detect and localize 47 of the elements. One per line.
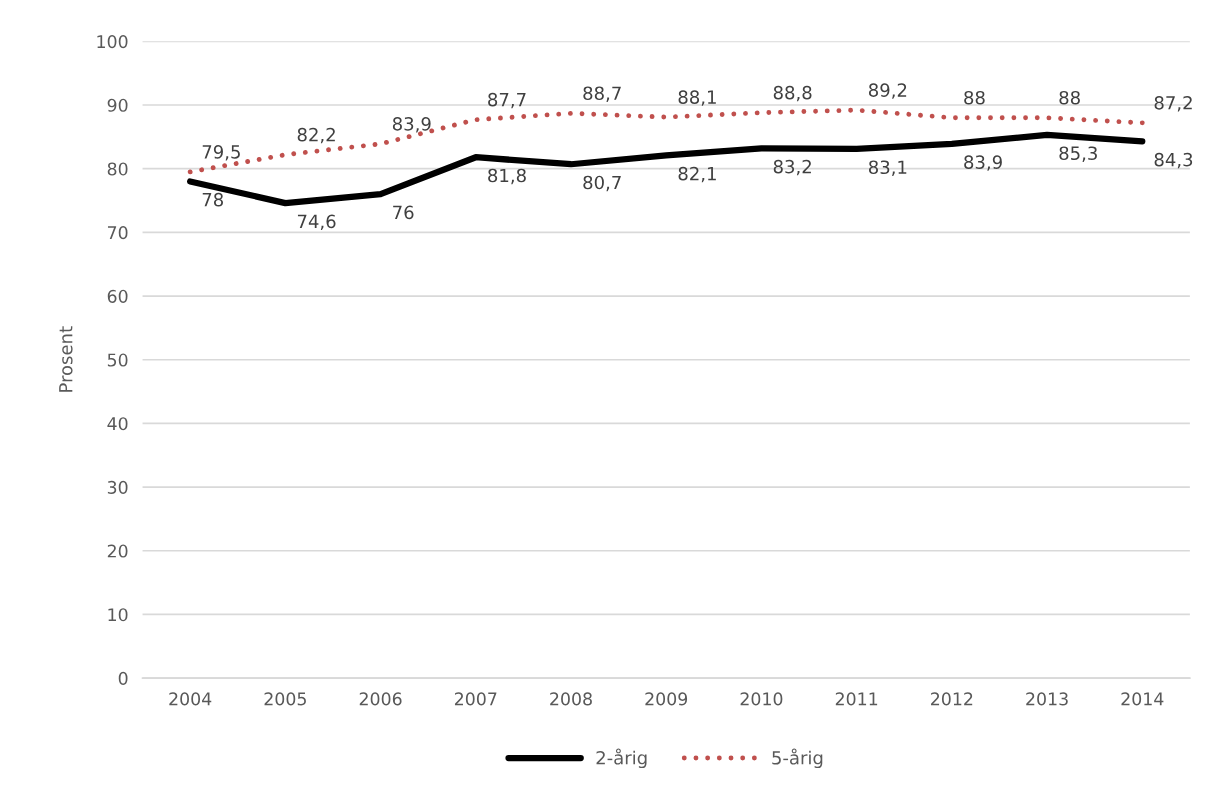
- x-tick-label: 2005: [264, 692, 306, 706]
- y-axis-title: Prosent: [59, 326, 73, 392]
- y-tick-label: 80: [107, 162, 128, 176]
- x-tick-label: 2014: [1121, 692, 1164, 706]
- y-tick-label: 40: [107, 417, 128, 431]
- x-tick-label: 2004: [169, 692, 212, 706]
- legend-label: 2-årig: [596, 748, 647, 769]
- y-tick-label: 90: [107, 98, 128, 112]
- data-label: 83,9: [964, 155, 1002, 171]
- data-label: 82,2: [297, 127, 335, 144]
- x-tick-label: 2010: [740, 692, 783, 706]
- data-label: 83,9: [392, 116, 431, 133]
- data-label: 76: [393, 205, 414, 220]
- y-tick-label: 20: [107, 544, 128, 558]
- data-label: 84,3: [1154, 152, 1193, 169]
- y-tick-label: 60: [107, 289, 128, 303]
- data-label: 88,1: [678, 90, 716, 106]
- data-label: 83,2: [773, 159, 811, 176]
- data-label: 88: [1059, 90, 1080, 105]
- data-label: 87,7: [488, 92, 526, 109]
- x-tick-label: 2013: [1026, 692, 1068, 706]
- data-label: 74,6: [297, 214, 336, 231]
- y-tick-label: 100: [97, 35, 128, 49]
- data-label: 83,1: [868, 160, 907, 176]
- legend-label: 5-årig: [772, 748, 823, 769]
- x-tick-label: 2011: [835, 692, 878, 706]
- y-tick-label: 50: [107, 353, 128, 367]
- data-label: 88,7: [583, 86, 621, 102]
- x-tick-label: 2009: [645, 692, 688, 706]
- data-label: 81,8: [488, 168, 526, 185]
- y-tick-label: 10: [108, 608, 128, 622]
- data-label: 88: [964, 90, 985, 105]
- y-tick-label: 0: [118, 671, 128, 685]
- x-tick-label: 2008: [550, 692, 592, 706]
- data-label: 89,2: [868, 83, 907, 99]
- x-tick-label: 2012: [931, 692, 973, 706]
- x-tick-label: 2007: [454, 692, 497, 706]
- data-label: 80,7: [583, 175, 621, 192]
- y-tick-label: 30: [107, 480, 128, 494]
- data-label: 82,1: [678, 166, 716, 183]
- data-label: 87,2: [1154, 95, 1192, 112]
- x-tick-label: 2006: [359, 692, 402, 706]
- data-label: 79,5: [202, 145, 240, 161]
- y-tick-label: 70: [107, 226, 128, 240]
- data-label: 85,3: [1059, 146, 1097, 162]
- data-label: 88,8: [773, 85, 812, 102]
- data-label: 78: [202, 192, 223, 207]
